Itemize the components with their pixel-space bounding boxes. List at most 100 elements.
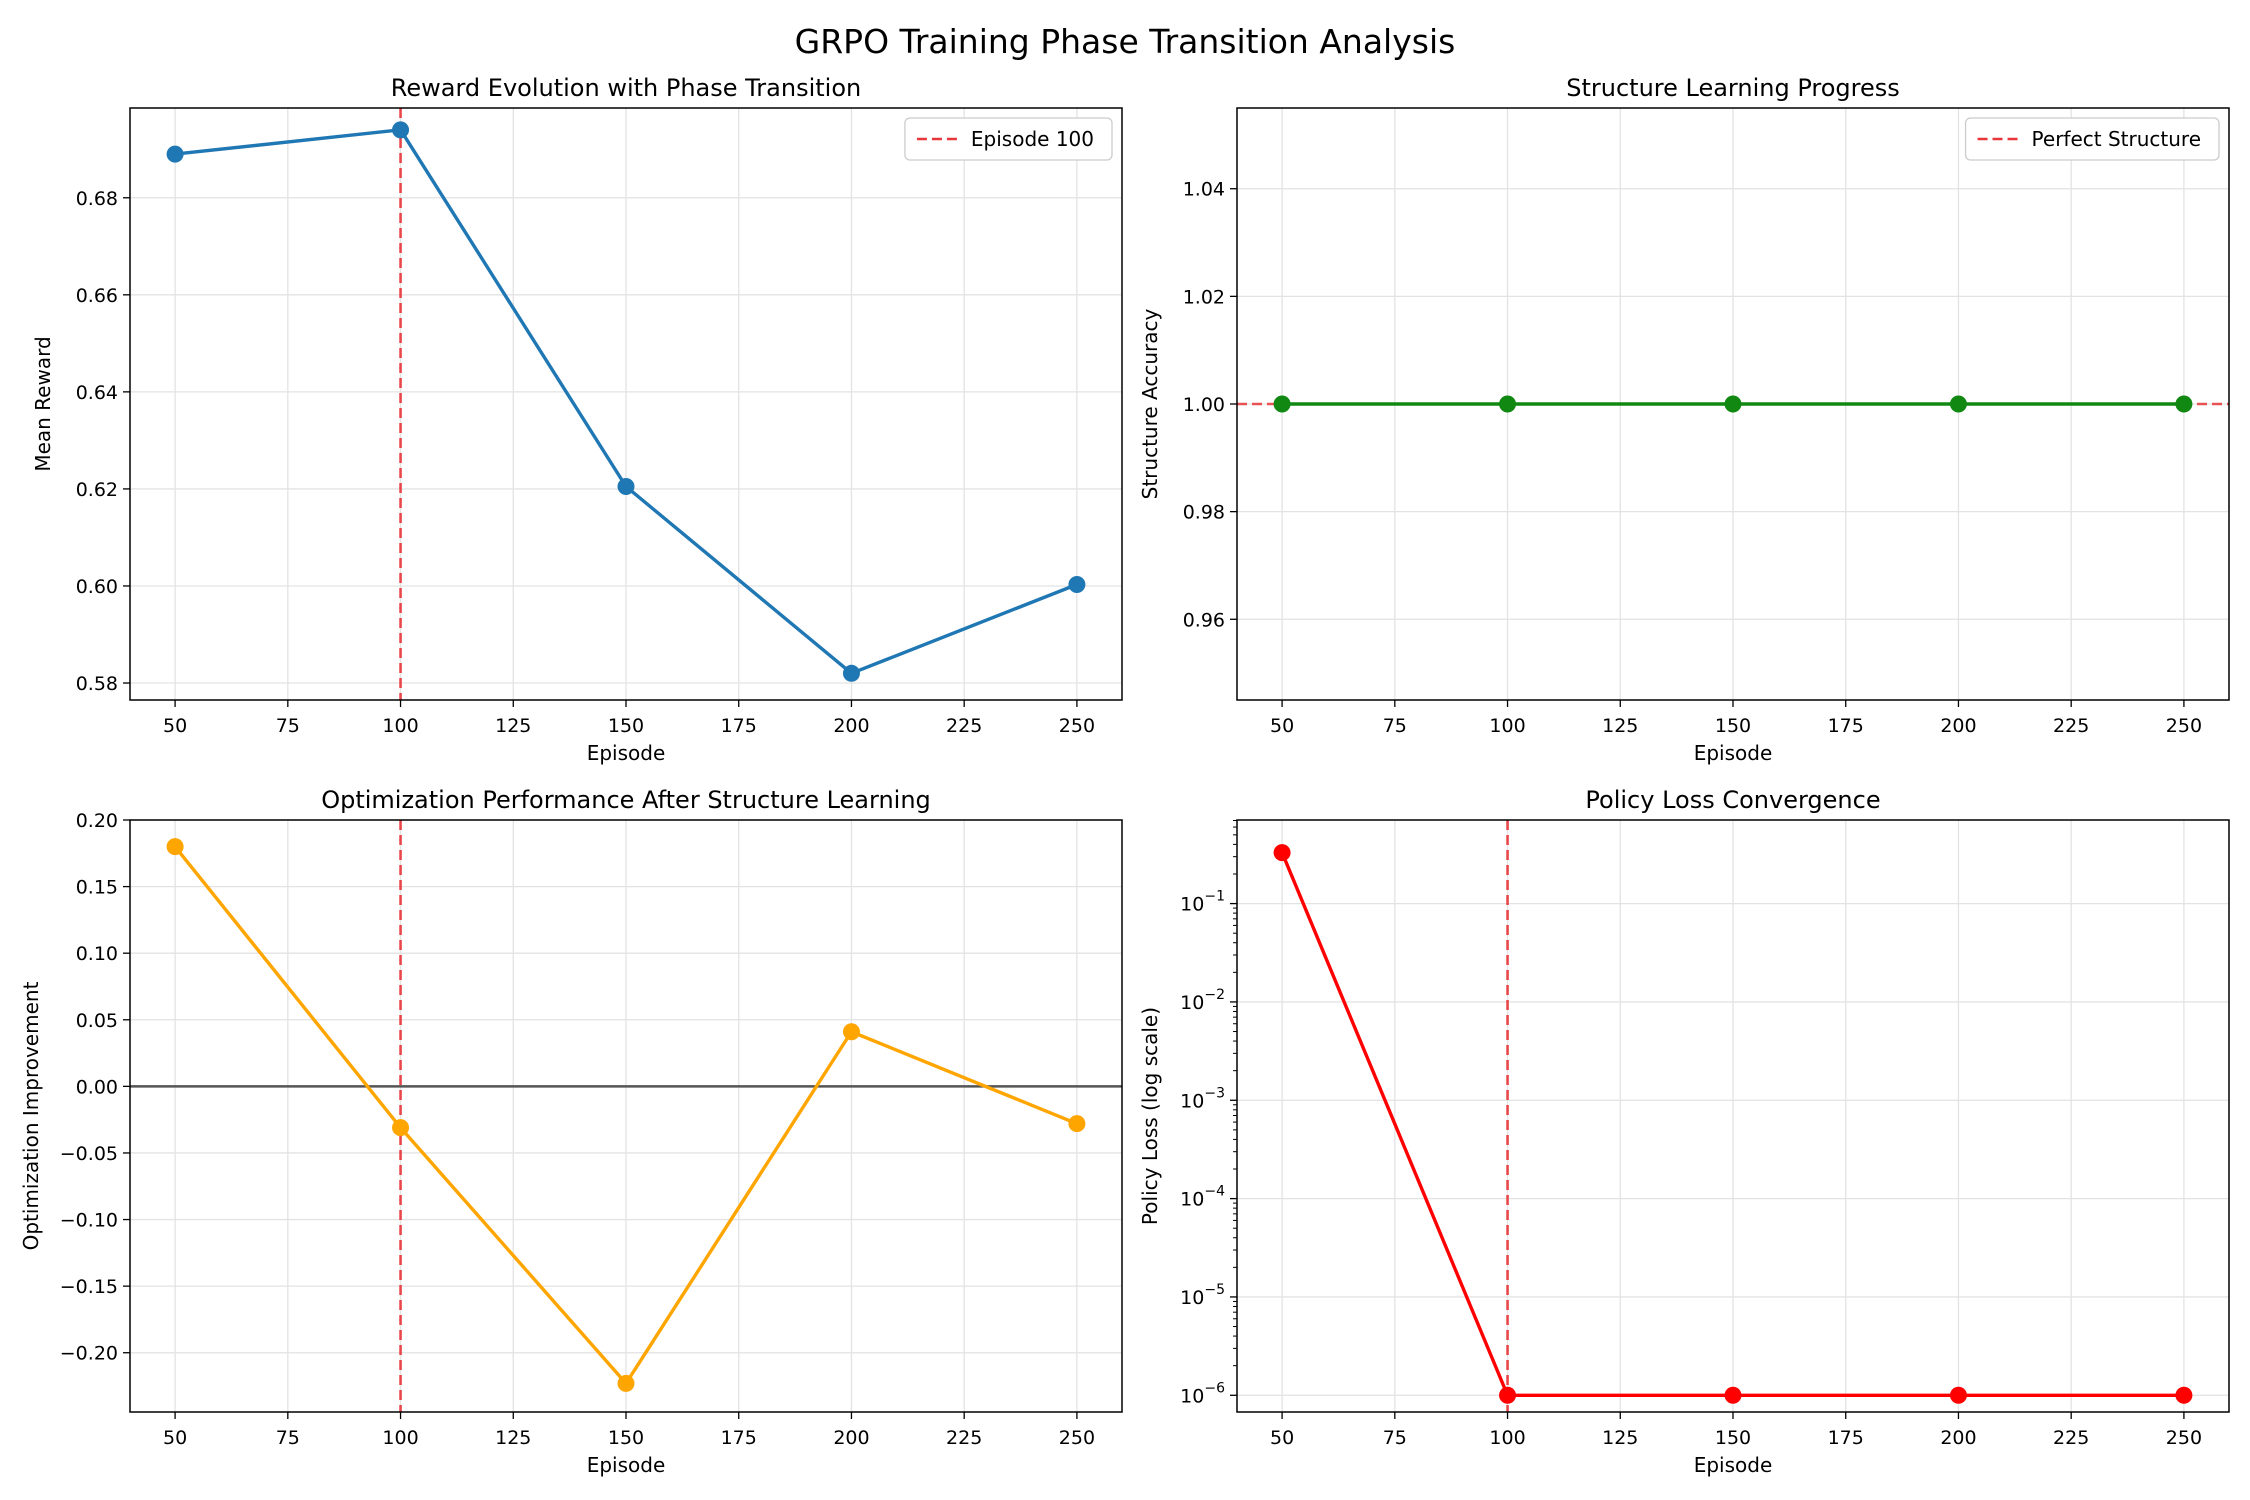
y-tick-exponent: −2 [1204, 987, 1225, 1003]
x-tick-label: 200 [1940, 715, 1976, 737]
data-point [1273, 844, 1291, 862]
x-tick-label: 50 [1270, 715, 1294, 737]
axes-frame [129, 107, 1123, 701]
y-tick-exponent: −1 [1204, 889, 1225, 905]
legend: Perfect Structure [1964, 117, 2220, 161]
x-tick-label: 125 [1602, 1427, 1638, 1449]
y-tick-label: 10−5 [1180, 1282, 1225, 1309]
y-tick-label: 10−3 [1180, 1085, 1225, 1112]
y-axis-label: Policy Loss (log scale) [1138, 1007, 1162, 1225]
panel-title: Policy Loss Convergence [1585, 786, 1880, 814]
x-tick-label: 50 [1270, 1427, 1294, 1449]
data-point [1949, 1386, 1967, 1404]
data-point [842, 664, 860, 682]
data-point [617, 1374, 635, 1392]
x-tick-label: 175 [1828, 1427, 1864, 1449]
y-tick-label: 0.15 [76, 877, 118, 899]
x-tick-label: 125 [1602, 715, 1638, 737]
data-point [1499, 395, 1517, 413]
x-tick-label: 225 [2053, 1427, 2089, 1449]
axes-frame [129, 819, 1123, 1413]
data-point [166, 145, 184, 163]
y-tick-label: 1.02 [1183, 286, 1225, 308]
y-tick-label: −0.05 [60, 1143, 118, 1165]
legend-label: Perfect Structure [2032, 127, 2201, 151]
x-tick-label: 100 [382, 1427, 418, 1449]
data-point [617, 477, 635, 495]
y-tick-label: −0.20 [60, 1343, 118, 1365]
figure-title: GRPO Training Phase Transition Analysis [794, 22, 1456, 61]
y-tick-exponent: −5 [1204, 1282, 1225, 1298]
panel-title: Optimization Performance After Structure… [321, 786, 931, 814]
y-tick-label: 10−4 [1180, 1184, 1225, 1211]
x-tick-label: 250 [2166, 1427, 2202, 1449]
x-axis-label: Episode [587, 741, 666, 765]
y-tick-label: −0.15 [60, 1276, 118, 1298]
data-point [842, 1023, 860, 1041]
y-tick-label: 10−1 [1180, 889, 1225, 916]
x-tick-label: 125 [495, 715, 531, 737]
x-tick-label: 175 [721, 1427, 757, 1449]
x-axis-label: Episode [587, 1453, 666, 1477]
y-tick-label: 0.60 [76, 576, 118, 598]
x-tick-label: 225 [946, 1427, 982, 1449]
x-axis-label: Episode [1694, 1453, 1773, 1477]
x-tick-label: 250 [1059, 1427, 1095, 1449]
y-tick-label: 1.04 [1183, 179, 1225, 201]
axes-frame [1236, 107, 2230, 701]
y-tick-label: 0.05 [76, 1010, 118, 1032]
y-tick-exponent: −6 [1204, 1380, 1225, 1396]
panel-title: Structure Learning Progress [1566, 74, 1900, 102]
legend-box [1964, 117, 2220, 161]
x-tick-label: 50 [163, 715, 187, 737]
x-tick-label: 200 [1940, 1427, 1976, 1449]
data-point [1724, 1386, 1742, 1404]
y-tick-exponent: −3 [1204, 1085, 1225, 1101]
data-point [166, 838, 184, 856]
x-tick-label: 50 [163, 1427, 187, 1449]
x-tick-label: 100 [382, 715, 418, 737]
y-tick-label: 1.00 [1183, 394, 1225, 416]
data-point [2175, 395, 2193, 413]
y-tick-label: 0.68 [76, 188, 118, 210]
y-tick-label: 0.66 [76, 285, 118, 307]
x-axis-label: Episode [1694, 741, 1773, 765]
x-tick-label: 75 [1383, 715, 1407, 737]
panel-structure: 50 75 100 125 150 175 200 225 250 0.96 0.98 1.00 1.0… [1138, 74, 2230, 765]
y-tick-label: 10−6 [1180, 1380, 1225, 1407]
data-point [1273, 395, 1291, 413]
x-tick-label: 150 [608, 715, 644, 737]
panel-optimization: 50 75 100 125 150 175 200 225 250 −0.20 −0.15 −0.10… [19, 786, 1123, 1477]
y-tick-label: 0.96 [1183, 609, 1225, 631]
x-tick-label: 175 [721, 715, 757, 737]
x-tick-label: 100 [1489, 1427, 1525, 1449]
legend: Episode 100 [904, 117, 1113, 161]
panel-title: Reward Evolution with Phase Transition [391, 74, 861, 102]
panel-reward: 50 75 100 125 150 175 200 225 250 0.58 0.60 0.62 0.6… [31, 74, 1123, 765]
x-tick-label: 75 [1383, 1427, 1407, 1449]
x-tick-label: 75 [276, 1427, 300, 1449]
x-tick-label: 150 [1715, 1427, 1751, 1449]
y-tick-label: 10−2 [1180, 987, 1225, 1014]
y-axis-label: Structure Accuracy [1138, 308, 1162, 499]
axes-frame [1236, 819, 2230, 1413]
y-tick-label: 0.20 [76, 810, 118, 832]
data-point [2175, 1386, 2193, 1404]
legend-label: Episode 100 [971, 127, 1094, 151]
data-point [1068, 576, 1086, 594]
y-tick-exponent: −4 [1204, 1184, 1225, 1200]
x-tick-label: 125 [495, 1427, 531, 1449]
legend-box [904, 117, 1113, 161]
y-axis-label: Mean Reward [31, 336, 55, 471]
data-point [1724, 395, 1742, 413]
x-tick-label: 250 [1059, 715, 1095, 737]
x-tick-label: 225 [946, 715, 982, 737]
x-tick-label: 150 [1715, 715, 1751, 737]
y-tick-label: 0.58 [76, 673, 118, 695]
y-tick-label: 0.10 [76, 943, 118, 965]
y-tick-label: 0.62 [76, 479, 118, 501]
x-tick-label: 175 [1828, 715, 1864, 737]
x-tick-label: 225 [2053, 715, 2089, 737]
